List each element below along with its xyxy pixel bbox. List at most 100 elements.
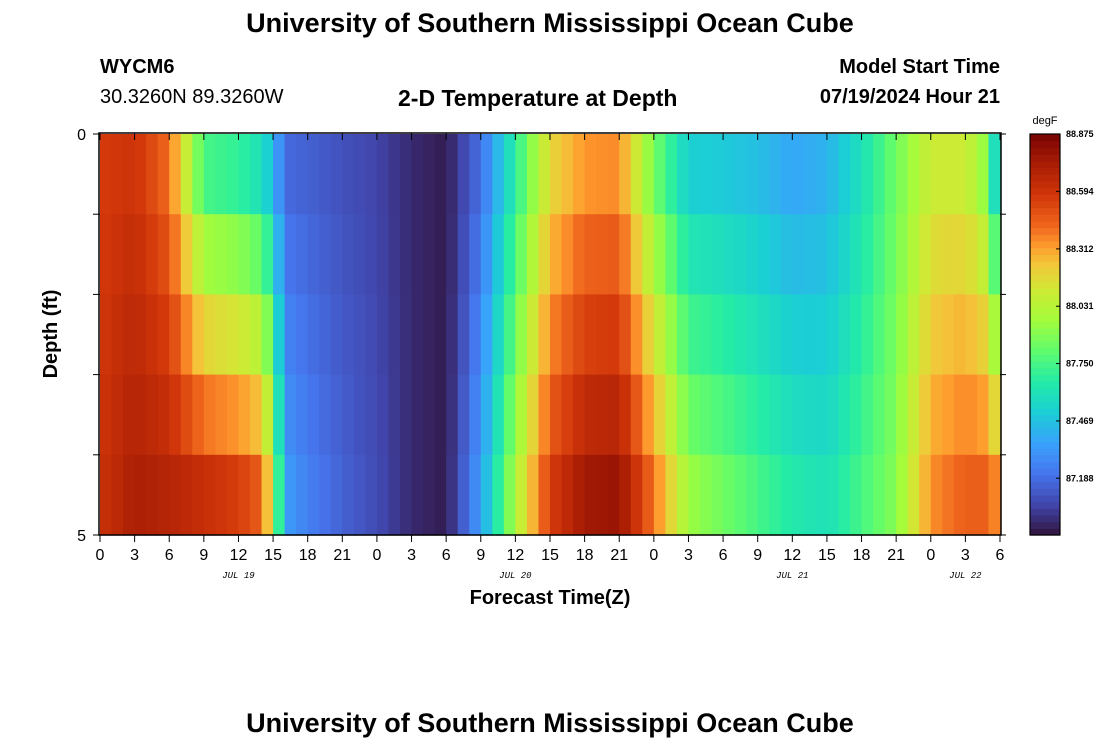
x-tick-label: 18 (576, 547, 594, 564)
heatmap-cell (896, 134, 909, 215)
heatmap-cell (400, 294, 413, 376)
heatmap-cell (180, 374, 193, 456)
heatmap-cell (215, 374, 228, 456)
colorbar-segment (1030, 160, 1060, 169)
heatmap-cell (573, 374, 586, 456)
heatmap-cell (388, 374, 401, 456)
heatmap-cell (792, 454, 805, 536)
heatmap-cell (884, 294, 897, 376)
colorbar-segment (1030, 327, 1060, 336)
colorbar-segment (1030, 494, 1060, 503)
heatmap-cell (838, 294, 851, 376)
heatmap-cell (676, 294, 690, 376)
heatmap-cell (919, 454, 932, 536)
heatmap-cell (838, 374, 851, 456)
heatmap-cell (711, 214, 724, 295)
colorbar-segment (1030, 207, 1060, 215)
heatmap-cell (676, 134, 690, 215)
x-tick-label: 6 (165, 547, 174, 564)
x-date-label: JUL 22 (949, 571, 982, 581)
heatmap-cell (630, 214, 643, 295)
heatmap-cell (907, 214, 920, 295)
heatmap-cell (192, 454, 205, 536)
heatmap-cell (907, 294, 920, 376)
heatmap-cell (769, 454, 782, 536)
heatmap-cell (111, 294, 124, 376)
heatmap-cell (492, 374, 505, 456)
heatmap-cell (203, 374, 216, 456)
colorbar-segment (1030, 287, 1060, 295)
y-tick-label: 0 (77, 127, 86, 144)
heatmap-cell (561, 294, 574, 376)
x-tick-label: 12 (230, 547, 248, 564)
x-tick-label: 21 (610, 547, 628, 564)
heatmap-cell (261, 294, 274, 376)
heatmap-cells (100, 134, 1001, 536)
x-tick-label: 3 (961, 547, 970, 564)
heatmap-cell (284, 374, 297, 456)
heatmap-cell (550, 134, 563, 215)
heatmap-cell (700, 134, 713, 215)
heatmap-cell (700, 374, 713, 456)
heatmap-cell (434, 214, 447, 295)
heatmap-cell (653, 134, 666, 215)
heatmap-cell (653, 294, 666, 376)
heatmap-cell (123, 294, 136, 376)
heatmap-cell (434, 294, 447, 376)
heatmap-cell (561, 374, 574, 456)
heatmap-cell (930, 214, 943, 295)
colorbar-segment (1030, 167, 1060, 175)
heatmap-cell (769, 374, 782, 456)
heatmap-cell (930, 374, 943, 456)
heatmap-cell (480, 294, 493, 376)
x-tick-label: 3 (130, 547, 139, 564)
y-axis-title: Depth (ft) (40, 290, 62, 379)
heatmap-cell (584, 294, 597, 376)
heatmap-cell (792, 294, 805, 376)
heatmap-cell (353, 454, 366, 536)
colorbar-tick-label: 87.188 (1066, 473, 1094, 483)
heatmap-cell (307, 134, 320, 215)
heatmap-cell (700, 214, 713, 295)
colorbar-segment (1030, 361, 1060, 369)
heatmap-cell (376, 294, 390, 376)
heatmap-cell (388, 294, 401, 376)
heatmap-cell (319, 294, 332, 376)
heatmap-cell (423, 134, 436, 215)
heatmap-cell (296, 214, 309, 295)
colorbar-segment (1030, 508, 1060, 516)
heatmap-cell (284, 294, 297, 376)
heatmap-cell (607, 374, 620, 456)
colorbar-segment (1030, 267, 1060, 275)
heatmap-cell (480, 374, 493, 456)
heatmap-cell (803, 134, 816, 215)
heatmap-cell (607, 294, 620, 376)
heatmap-cell (123, 134, 136, 215)
heatmap-cell (757, 454, 770, 536)
heatmap-cell (169, 214, 182, 295)
colorbar-tick-label: 88.031 (1066, 301, 1094, 311)
colorbar-segment (1030, 321, 1060, 329)
heatmap-cell (238, 134, 251, 215)
heatmap-cell (919, 134, 932, 215)
colorbar-segment (1030, 528, 1060, 536)
heatmap-cell (873, 294, 886, 376)
heatmap-cell (584, 454, 597, 536)
heatmap-cell (492, 294, 505, 376)
colorbar-segment (1030, 347, 1060, 356)
heatmap-cell (100, 214, 113, 295)
x-date-label: JUL 20 (499, 571, 532, 581)
heatmap-cell (826, 374, 840, 456)
heatmap-cell (203, 454, 216, 536)
heatmap-cell (746, 214, 759, 295)
heatmap-cell (826, 454, 840, 536)
heatmap-cell (100, 454, 113, 536)
heatmap-cell (619, 454, 632, 536)
heatmap-cell (550, 294, 563, 376)
colorbar-segment (1030, 174, 1060, 182)
heatmap-cell (896, 454, 909, 536)
heatmap-cell (919, 294, 932, 376)
heatmap-cell (250, 374, 263, 456)
heatmap-cell (457, 454, 470, 536)
colorbar-segment (1030, 301, 1060, 309)
